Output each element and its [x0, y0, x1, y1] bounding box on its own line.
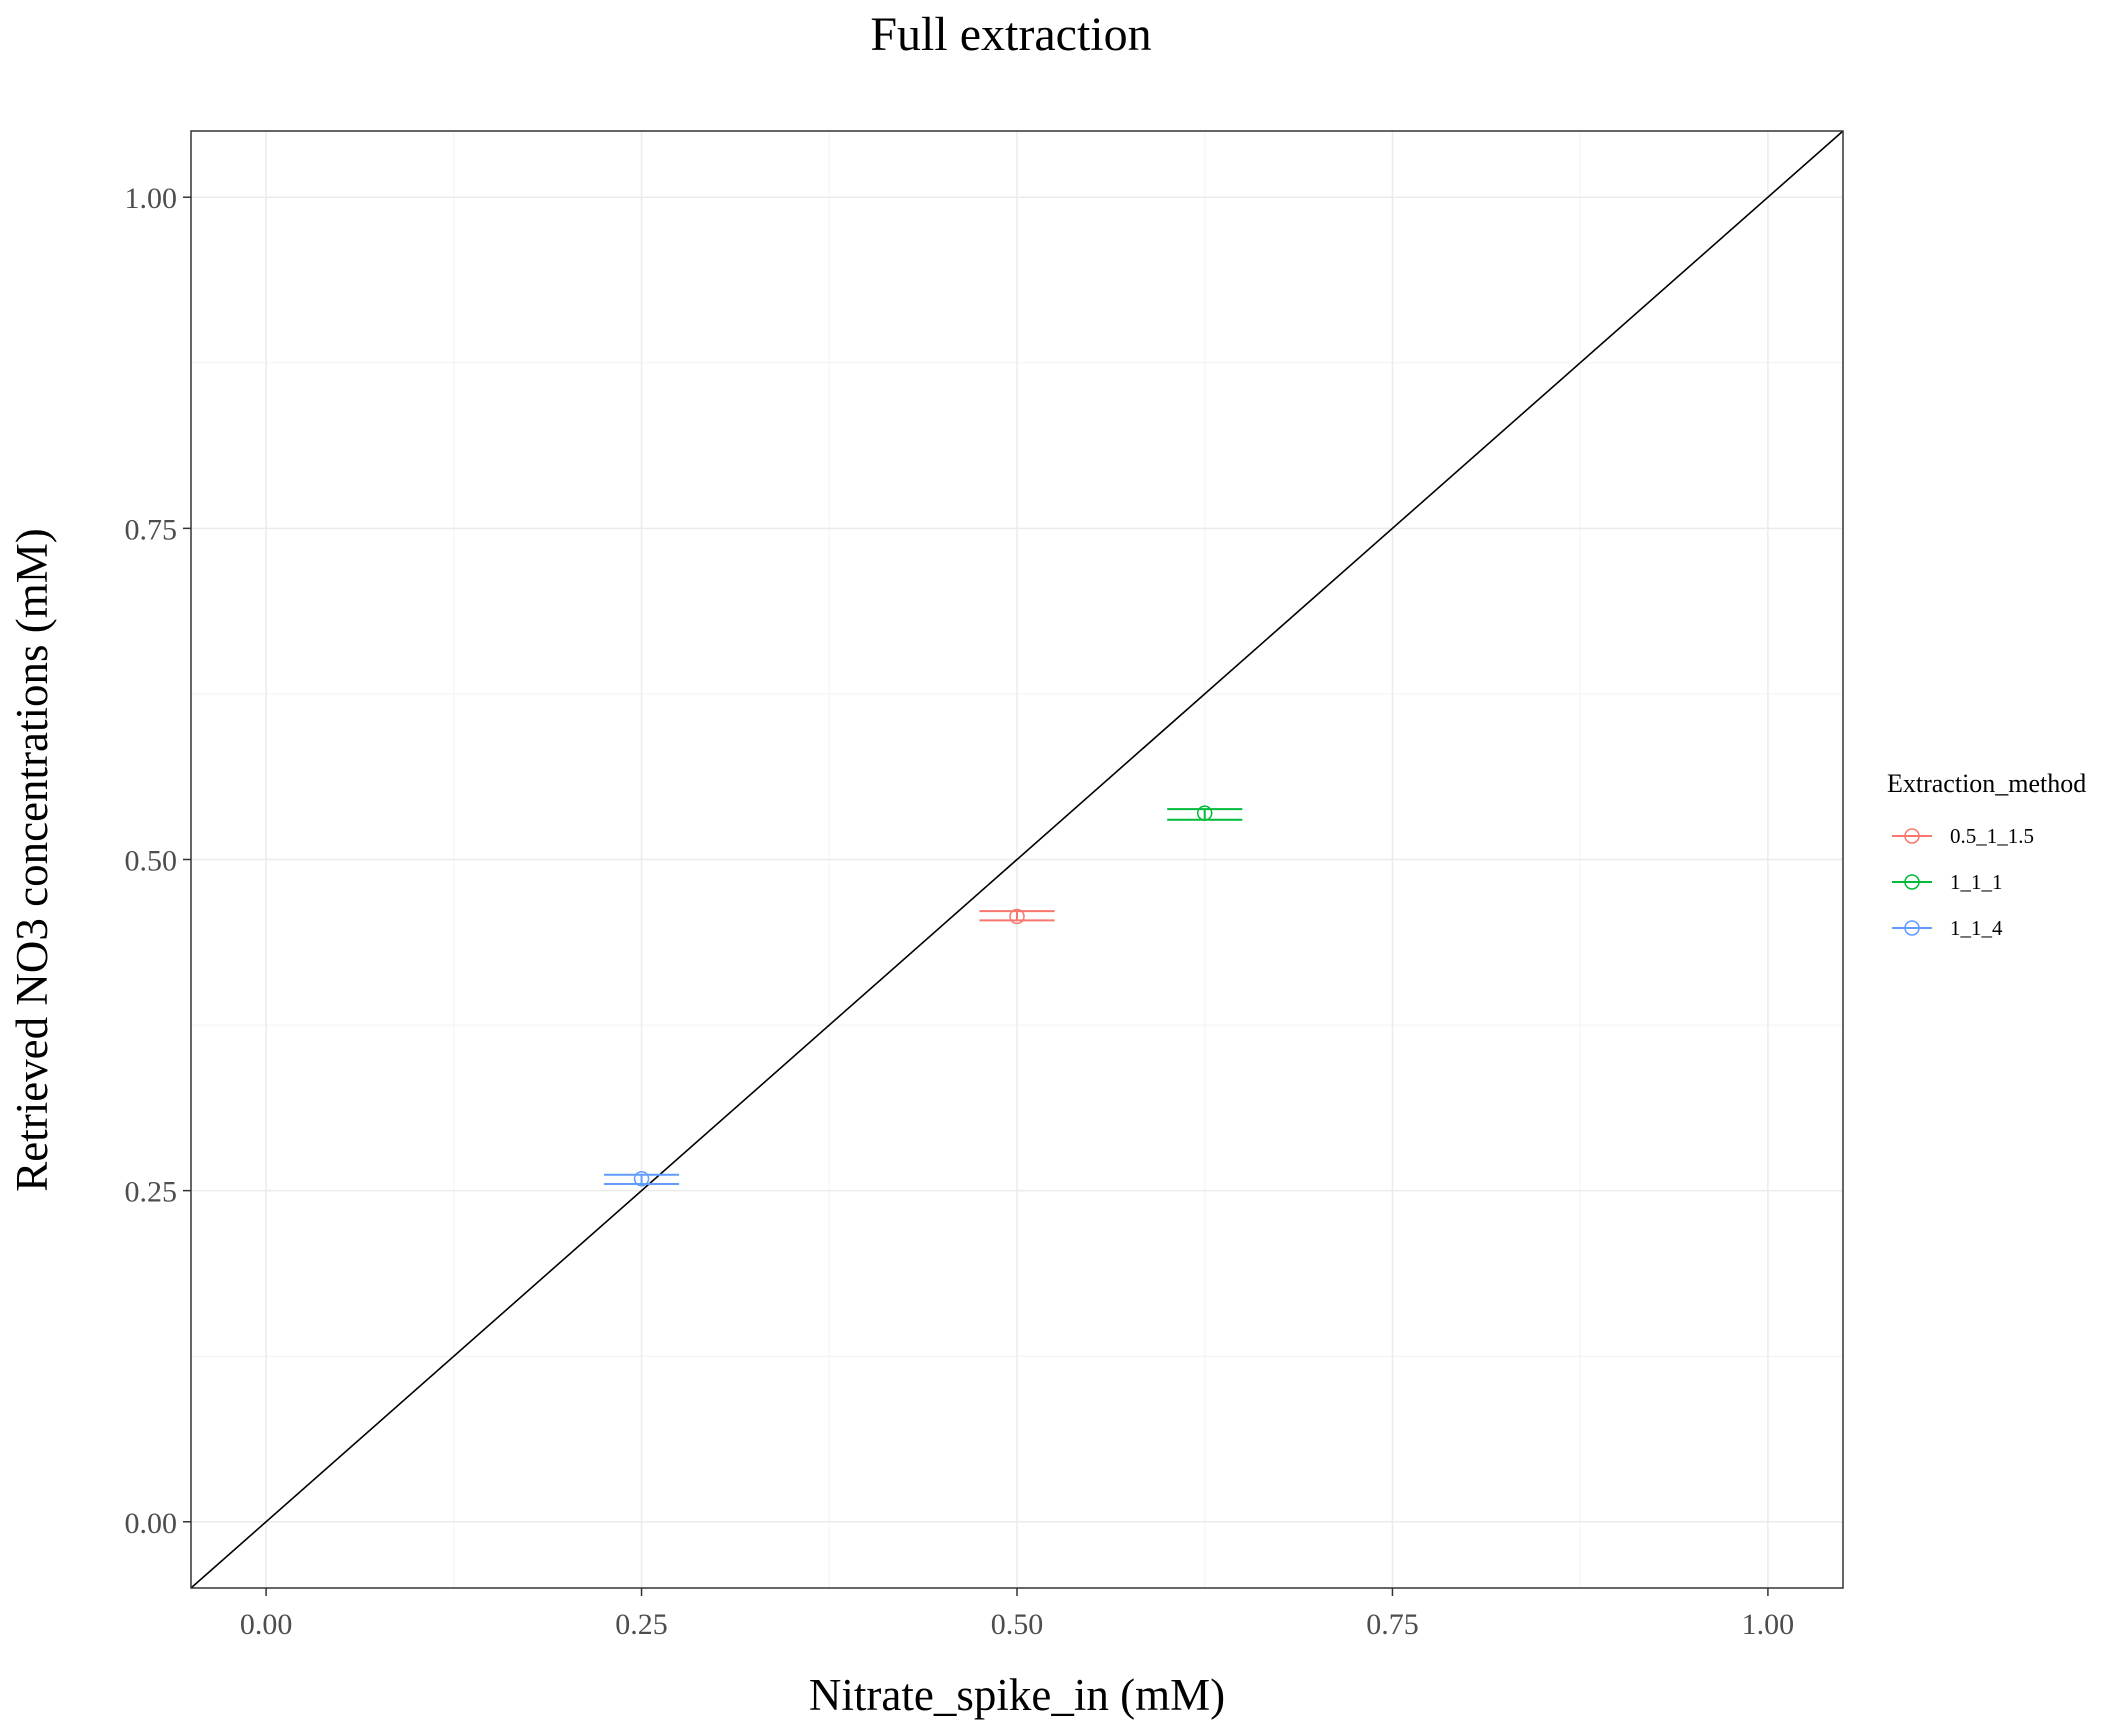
legend-key-point — [1904, 828, 1920, 844]
legend-label: 1_1_1 — [1950, 870, 2003, 894]
legend-key-point — [1904, 920, 1920, 936]
legend-label: 1_1_4 — [1950, 916, 2003, 940]
x-tick-label: 0.00 — [240, 1608, 293, 1641]
y-tick-label: 0.25 — [125, 1176, 178, 1209]
series-0.5_1_1.5 — [979, 908, 1055, 925]
legend-key-point — [1904, 874, 1920, 890]
data-point — [1009, 908, 1025, 925]
reference-line — [190, 130, 1844, 1589]
data-point — [1196, 805, 1213, 821]
legend-label: 0.5_1_1.5 — [1950, 824, 2034, 848]
legend-item-0.5_1_1.5: 0.5_1_1.5 — [1892, 824, 2034, 848]
data-marks — [604, 805, 1243, 1187]
y-axis-label: Retrieved NO3 concentrations (mM) — [7, 528, 57, 1192]
y-tick-label: 0.75 — [125, 513, 178, 546]
reference-line-group — [190, 130, 1844, 1589]
x-tick-label: 0.25 — [615, 1608, 668, 1641]
legend-item-1_1_1: 1_1_1 — [1892, 870, 2003, 894]
legend-title: Extraction_method — [1887, 769, 2086, 798]
y-tick-label: 0.50 — [125, 845, 178, 878]
gridlines — [191, 131, 1843, 1588]
x-axis-label: Nitrate_spike_in (mM) — [809, 1670, 1225, 1720]
legend: Extraction_method 0.5_1_1.5 1_1_1 1_1_4 — [1887, 769, 2086, 940]
x-tick-label: 0.75 — [1366, 1608, 1419, 1641]
series-1_1_1 — [1167, 805, 1243, 821]
legend-item-1_1_4: 1_1_4 — [1892, 916, 2003, 940]
series-1_1_4 — [604, 1170, 680, 1187]
x-tick-label: 1.00 — [1742, 1608, 1795, 1641]
chart-title: Full extraction — [870, 8, 1151, 61]
x-axis-ticks: 0.00 0.25 0.50 0.75 1.00 — [240, 1588, 1794, 1641]
y-tick-label: 0.00 — [125, 1507, 178, 1540]
x-tick-label: 0.50 — [991, 1608, 1044, 1641]
y-axis-ticks: 0.00 0.25 0.50 0.75 1.00 — [125, 182, 191, 1540]
data-point — [633, 1170, 650, 1187]
y-tick-label: 1.00 — [125, 182, 178, 215]
